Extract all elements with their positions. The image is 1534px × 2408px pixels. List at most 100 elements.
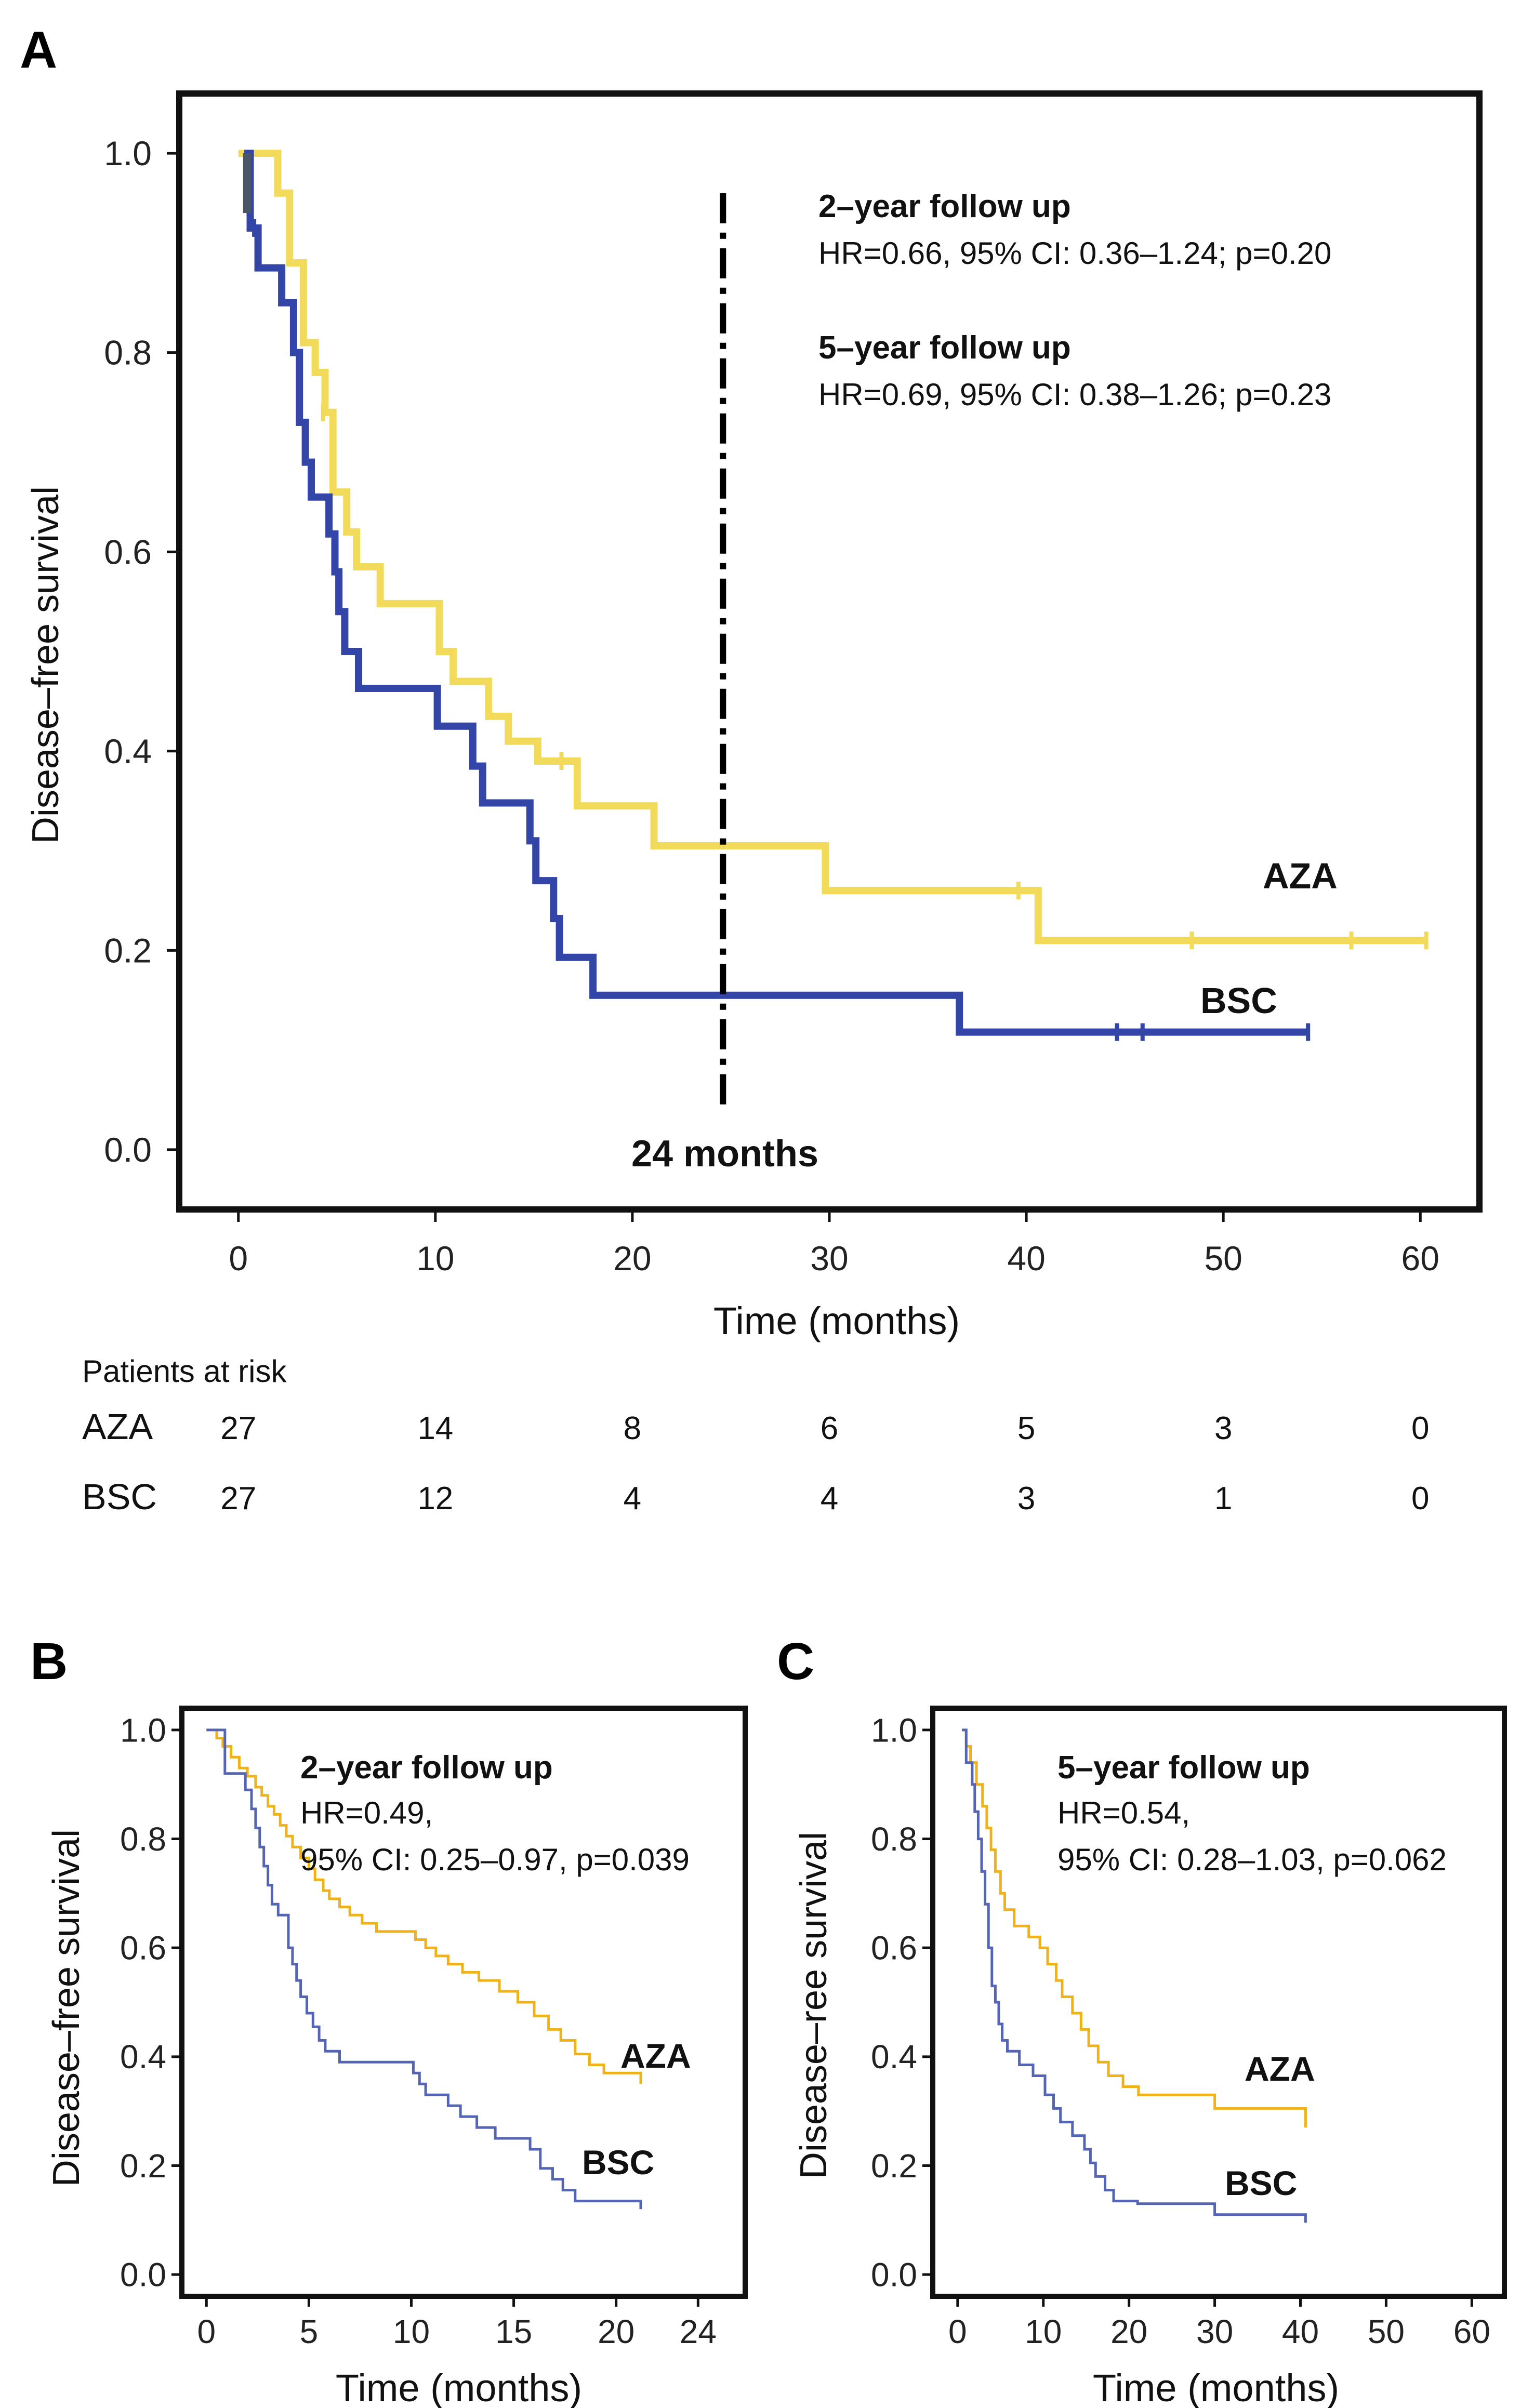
panel-b-ylabel: Disease–free survival xyxy=(46,1829,87,2187)
panel-b-frame xyxy=(179,1706,748,2299)
risk-value-aza-20: 8 xyxy=(624,1411,641,1446)
panel-c-xlabel: Time (months) xyxy=(1093,2366,1339,2408)
panel-label-a: A xyxy=(20,21,57,79)
panel-a-2yr-title: 2–year follow up xyxy=(818,189,1071,224)
panel-a-xtick-label-60: 60 xyxy=(1401,1239,1439,1278)
risk-value-bsc-50: 1 xyxy=(1214,1481,1232,1516)
panel-a-plot-area xyxy=(238,150,1429,1105)
panel-b: B 0 5 10 15 20 24 0.0 0.2 0.4 0.6 0.8 1.0 Disease–f… xyxy=(30,1632,748,2408)
panel-c-hr: HR=0.54, xyxy=(1057,1795,1190,1830)
panel-b-ytick-label-0.8: 0.8 xyxy=(120,1820,166,1858)
panel-a-ytick-label-0.4: 0.4 xyxy=(104,732,152,770)
panel-b-ytick-label-0.6: 0.6 xyxy=(120,1930,166,1967)
panel-c-xtick-label-30: 30 xyxy=(1196,2313,1233,2350)
panel-a-ytick-label-1.0: 1.0 xyxy=(104,134,152,172)
panel-c-xtick-label-40: 40 xyxy=(1282,2313,1319,2350)
panel-c-ytick-label-0.2: 0.2 xyxy=(871,2147,917,2185)
panel-label-b: B xyxy=(30,1632,68,1691)
panel-a-2yr-stats: HR=0.66, 95% CI: 0.36–1.24; p=0.20 xyxy=(818,236,1331,271)
risk-value-bsc-60: 0 xyxy=(1411,1481,1429,1516)
panel-a-series-bsc-line xyxy=(244,150,1308,1036)
risk-value-bsc-0: 27 xyxy=(220,1481,256,1516)
panel-c-ytick-label-0.6: 0.6 xyxy=(871,1930,917,1967)
risk-value-bsc-40: 3 xyxy=(1017,1481,1035,1516)
panel-a-ref-label: 24 months xyxy=(631,1133,818,1175)
panel-a: A 0 10 20 30 40 50 600.00.20.40.60.81.0 Diseas… xyxy=(20,21,1483,1517)
panel-b-hr: HR=0.49, xyxy=(300,1795,433,1830)
panel-c-series-label-bsc: BSC xyxy=(1225,2164,1297,2202)
panel-c-ytick-label-0.0: 0.0 xyxy=(871,2256,917,2293)
panel-c-xtick-label-20: 20 xyxy=(1110,2313,1147,2350)
panel-a-series-label-aza: AZA xyxy=(1263,856,1338,896)
panel-a-xlabel: Time (months) xyxy=(713,1299,960,1342)
panel-a-xtick-label-40: 40 xyxy=(1007,1239,1045,1278)
panel-b-ytick-label-0.4: 0.4 xyxy=(120,2038,166,2076)
panel-a-xtick-label-50: 50 xyxy=(1204,1239,1242,1278)
panel-c-ticks: 0 10 20 30 40 50 60 0.0 0.2 0.4 0.6 0.8 1.0 xyxy=(871,1711,1490,2350)
risk-value-aza-10: 14 xyxy=(417,1411,453,1446)
risk-value-aza-50: 3 xyxy=(1214,1411,1232,1446)
panel-a-series-aza-line xyxy=(238,150,1426,944)
panel-a-xtick-label-30: 30 xyxy=(810,1239,848,1278)
risk-value-bsc-10: 12 xyxy=(417,1481,453,1516)
panel-a-ticks: 0 10 20 30 40 50 60 0.0 0.2 0.4 0.6 0.8 1.0 xyxy=(104,134,1439,1278)
risk-row-label-aza: AZA xyxy=(82,1406,153,1447)
panel-b-series-label-bsc: BSC xyxy=(582,2143,654,2181)
risk-table-title: Patients at risk xyxy=(82,1354,287,1389)
panel-c-title: 5–year follow up xyxy=(1057,1750,1310,1786)
panel-b-xtick-label-5: 5 xyxy=(300,2313,319,2350)
panel-a-xtick-label-0: 0 xyxy=(229,1239,248,1278)
panel-a-ytick-label-0.8: 0.8 xyxy=(104,334,152,372)
risk-value-aza-30: 6 xyxy=(821,1411,838,1446)
risk-value-bsc-30: 4 xyxy=(821,1481,838,1516)
panel-c-ytick-label-1.0: 1.0 xyxy=(871,1711,917,1749)
panel-c-series-bsc-line xyxy=(962,1728,1307,2223)
panel-b-xtick-label-20: 20 xyxy=(598,2313,634,2350)
risk-value-bsc-20: 4 xyxy=(624,1481,641,1516)
panel-a-ytick-label-0.2: 0.2 xyxy=(104,931,152,969)
panel-b-xtick-label-15: 15 xyxy=(495,2313,532,2350)
panel-a-5yr-title: 5–year follow up xyxy=(818,330,1071,366)
panel-b-xtick-label-24: 24 xyxy=(680,2313,717,2350)
panel-b-xtick-label-10: 10 xyxy=(393,2313,430,2350)
panel-a-ylabel: Disease–free survival xyxy=(25,486,67,844)
risk-value-aza-60: 0 xyxy=(1411,1411,1429,1446)
panel-c-ytick-label-0.4: 0.4 xyxy=(871,2038,917,2076)
panel-b-xlabel: Time (months) xyxy=(336,2366,582,2408)
panel-label-c: C xyxy=(777,1632,814,1691)
panel-b-plot-area xyxy=(206,1728,642,2210)
panel-b-title: 2–year follow up xyxy=(300,1750,553,1786)
panel-a-5yr-stats: HR=0.69, 95% CI: 0.38–1.26; p=0.23 xyxy=(818,377,1331,412)
panel-b-series-bsc-line xyxy=(206,1728,642,2210)
panel-c-series-aza-line xyxy=(962,1728,1307,2128)
panel-c-ytick-label-0.8: 0.8 xyxy=(871,1820,917,1858)
panel-b-series-label-aza: AZA xyxy=(620,2037,691,2075)
panel-c-ci: 95% CI: 0.28–1.03, p=0.062 xyxy=(1057,1842,1447,1877)
panel-c-plot-area xyxy=(962,1728,1307,2223)
panel-b-series-aza-line xyxy=(206,1728,642,2084)
panel-b-ticks: 0 5 10 15 20 24 0.0 0.2 0.4 0.6 0.8 1.0 xyxy=(120,1711,717,2350)
panel-c-xtick-label-50: 50 xyxy=(1368,2313,1405,2350)
risk-row-label-bsc: BSC xyxy=(82,1476,157,1517)
panel-c-xtick-label-10: 10 xyxy=(1025,2313,1062,2350)
panel-a-ytick-label-0.6: 0.6 xyxy=(104,533,152,571)
panel-c-frame xyxy=(930,1706,1507,2299)
panel-b-ytick-label-0.0: 0.0 xyxy=(120,2256,166,2293)
panel-c-series-label-aza: AZA xyxy=(1245,2050,1315,2088)
panel-a-xtick-label-20: 20 xyxy=(613,1239,651,1278)
panel-a-ytick-label-0.0: 0.0 xyxy=(104,1130,152,1169)
risk-value-aza-0: 27 xyxy=(220,1411,256,1446)
panel-b-ci: 95% CI: 0.25–0.97, p=0.039 xyxy=(300,1842,690,1877)
risk-table-values: 27 14 8 6 5 3 0 27 12 4 4 3 1 0 xyxy=(220,1411,1429,1516)
panel-a-start-marker xyxy=(243,153,252,214)
panel-a-xtick-label-10: 10 xyxy=(416,1239,454,1278)
panel-c-xtick-label-60: 60 xyxy=(1453,2313,1490,2350)
risk-value-aza-40: 5 xyxy=(1017,1411,1035,1446)
panel-a-series-label-bsc: BSC xyxy=(1200,980,1277,1021)
panel-b-ytick-label-1.0: 1.0 xyxy=(120,1711,166,1749)
panel-b-ytick-label-0.2: 0.2 xyxy=(120,2147,166,2185)
panel-b-xtick-label-0: 0 xyxy=(197,2313,216,2350)
panel-c-ylabel: Disease–ree survival xyxy=(793,1832,835,2179)
panel-c: C 0 10 20 30 40 50 60 0.0 0.2 0.4 0.6 0.8 1.0 Diseas… xyxy=(777,1632,1507,2408)
